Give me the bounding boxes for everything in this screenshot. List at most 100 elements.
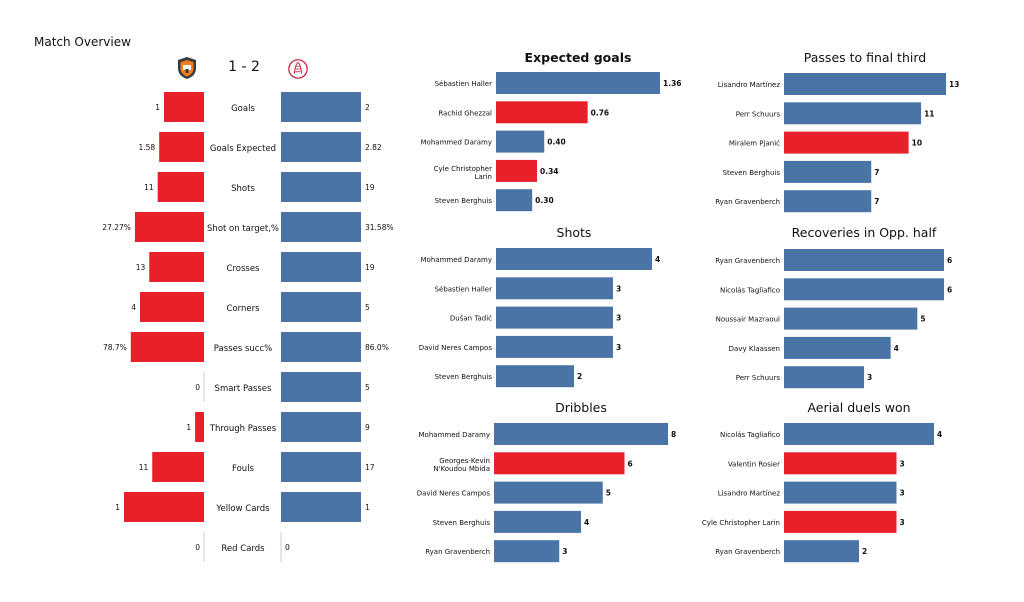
overview-home-value-label: 13	[136, 263, 146, 272]
overview-away-value-label: 1	[365, 503, 370, 512]
overview-home-bar	[130, 332, 204, 362]
player-name-label: Perr Schuurs	[736, 110, 781, 118]
page-title: Match Overview	[34, 35, 131, 49]
overview-away-value-label: 9	[365, 423, 370, 432]
overview-home-value-label: 0	[195, 383, 200, 392]
player-name-label: Perr Schuurs	[736, 374, 781, 382]
player-bar	[784, 423, 934, 445]
overview-home-bar	[149, 252, 204, 282]
player-name-label: Nicolás Tagliafico	[720, 286, 780, 294]
overview-category-label: Through Passes	[209, 424, 277, 434]
player-bar	[784, 336, 891, 359]
player-value-label: 3	[616, 314, 621, 323]
player-value-label: 6	[947, 256, 952, 265]
panel-title: Passes to final third	[804, 50, 926, 65]
overview-category-label: Yellow Cards	[215, 504, 270, 514]
overview-home-value-label: 11	[144, 183, 154, 192]
player-name-label: Noussair Mazraoui	[716, 316, 780, 324]
player-bar	[494, 452, 625, 475]
player-value-label: 8	[671, 430, 676, 439]
overview-home-value-label: 1	[155, 103, 160, 112]
player-bar	[784, 452, 897, 475]
player-name-label: Ryan Gravenberch	[715, 257, 780, 265]
player-value-label: 4	[655, 255, 660, 264]
player-bar	[784, 540, 859, 563]
player-bar	[784, 366, 864, 389]
player-value-label: 2	[862, 547, 867, 556]
player-name-label: David Neres Campos	[419, 344, 493, 352]
overview-home-value-label: 78.7%	[103, 343, 127, 352]
overview-home-value-label: 27.27%	[102, 223, 131, 232]
panel-title: Recoveries in Opp. half	[792, 225, 937, 240]
overview-away-bar	[281, 252, 361, 282]
player-bar	[496, 335, 613, 358]
player-value-label: 4	[937, 430, 942, 439]
player-value-label: 3	[900, 489, 905, 498]
player-name-label: Lisandro Martínez	[718, 81, 781, 89]
player-bar	[494, 510, 581, 533]
player-value-label: 10	[912, 139, 922, 148]
player-name-label: Sébastien Haller	[435, 80, 493, 88]
player-bar	[784, 307, 918, 330]
overview-category-label: Corners	[226, 304, 260, 314]
player-value-label: 0.34	[540, 167, 559, 176]
player-name-label: Cyle Christopher Larin	[434, 165, 493, 181]
player-name-label: Ryan Gravenberch	[715, 548, 780, 556]
overview-away-value-label: 5	[365, 383, 370, 392]
player-bar	[496, 277, 613, 300]
player-bar	[784, 160, 872, 183]
player-value-label: 3	[900, 518, 905, 527]
overview-category-label: Crosses	[227, 264, 261, 274]
player-bar	[784, 249, 944, 271]
overview-away-value-label: 31.58%	[365, 223, 394, 232]
player-name-label: Georges-Kevin N'Koudou Mbida	[433, 457, 490, 473]
player-name-label: Miralem Pjanić	[729, 140, 780, 148]
overview-category-label: Red Cards	[221, 544, 265, 554]
player-bar	[784, 190, 872, 213]
overview-home-value-label: 4	[131, 303, 136, 312]
overview-away-bar	[281, 412, 361, 442]
player-value-label: 0.40	[547, 138, 566, 147]
overview-away-bar	[281, 372, 361, 402]
player-bar	[494, 481, 603, 504]
overview-away-value-label: 2	[365, 103, 370, 112]
overview-away-bar	[281, 492, 361, 522]
player-name-label: Sébastien Haller	[435, 285, 493, 293]
panel-title: Shots	[557, 225, 592, 240]
player-name-label: Steven Berghuis	[723, 169, 781, 177]
player-value-label: 3	[900, 459, 905, 468]
player-bar	[494, 540, 560, 563]
player-value-label: 4	[584, 518, 589, 527]
player-name-label: Nicolás Tagliafico	[720, 431, 780, 439]
player-bar	[784, 510, 897, 533]
overview-away-bar	[281, 172, 361, 202]
player-value-label: 7	[874, 168, 879, 177]
panel-title: Expected goals	[525, 50, 632, 65]
player-value-label: 3	[616, 343, 621, 352]
overview-away-value-label: 0	[285, 543, 290, 552]
overview-category-label: Smart Passes	[215, 384, 272, 394]
ajax-crest-icon	[288, 59, 308, 79]
player-bar	[784, 481, 897, 504]
player-name-label: Mohammed Daramy	[421, 256, 492, 264]
overview-away-bar	[281, 212, 361, 242]
player-bar	[784, 102, 922, 125]
overview-home-value-label: 1	[186, 423, 191, 432]
player-bar	[496, 130, 545, 153]
overview-home-bar	[164, 92, 204, 122]
overview-home-bar	[157, 172, 204, 202]
overview-away-bar	[281, 132, 361, 162]
overview-home-value-label: 11	[139, 463, 149, 472]
overview-category-label: Fouls	[232, 464, 255, 474]
player-bar	[784, 278, 944, 301]
player-value-label: 4	[894, 344, 899, 353]
overview-home-bar	[152, 452, 204, 482]
player-name-label: Steven Berghuis	[435, 197, 493, 205]
player-name-label: Rachid Ghezzal	[438, 109, 492, 117]
player-value-label: 6	[628, 459, 633, 468]
overview-category-label: Goals Expected	[210, 144, 276, 154]
player-value-label: 3	[616, 284, 621, 293]
player-name-label: Steven Berghuis	[433, 519, 491, 527]
overview-home-bar	[195, 412, 204, 442]
